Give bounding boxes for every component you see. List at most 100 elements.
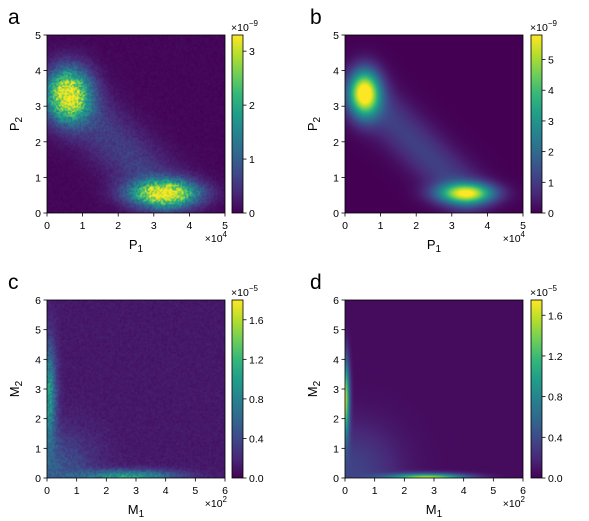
y-tick-label: 3	[35, 384, 41, 396]
y-tick-label: 4	[35, 354, 41, 366]
colorbar-tick-label: 0.0	[249, 473, 264, 485]
y-tick-label: 6	[35, 295, 41, 307]
panel-a: a 0 1 2 3 4 5 0 1 2 3 4 5 P1 P2 ×104 0 1 2 3 ×10−9	[7, 6, 258, 255]
x-multiplier: ×102	[503, 495, 526, 510]
x-multiplier: ×104	[205, 230, 228, 245]
y-tick-label: 2	[35, 137, 41, 149]
x-axis-label: M1	[128, 502, 145, 520]
panel-d: d 0 1 2 3 4 5 6 0 1 2 3 4 5 6 M1 M2 ×102 0.0 0.4 0.8 1.2 1.6 ×1…	[305, 271, 563, 520]
panel-label: c	[8, 271, 19, 294]
x-tick-label: 0	[44, 220, 50, 232]
y-tick-label: 3	[35, 101, 41, 113]
x-tick-label: 1	[80, 220, 86, 232]
heatmap-image	[345, 300, 523, 478]
y-tick-label: 2	[333, 137, 339, 149]
x-tick-label: 0	[44, 485, 50, 497]
colorbar: 0 1 2 3 4 5 ×10−9	[530, 19, 557, 220]
colorbar-gradient	[231, 34, 244, 214]
y-tick-label: 1	[35, 443, 41, 455]
x-tick-label: 5	[192, 485, 198, 497]
x-tick-label: 1	[378, 220, 384, 232]
colorbar-gradient	[530, 299, 543, 479]
plot-frame	[46, 34, 226, 214]
colorbar-tick-label: 0.4	[548, 432, 563, 444]
colorbar-tick-label: 0.8	[249, 394, 264, 406]
y-tick-label: 5	[35, 30, 41, 42]
heatmap-image	[345, 35, 523, 213]
y-tick-label: 1	[333, 172, 339, 184]
colorbar-gradient	[231, 299, 244, 479]
colorbar-tick-label: 0.8	[548, 392, 563, 404]
y-axis-label: P2	[305, 116, 323, 131]
colorbar: 0.0 0.4 0.8 1.2 1.6 ×10−5	[530, 284, 563, 485]
colorbar-multiplier: ×10−9	[231, 19, 258, 34]
y-tick-label: 1	[333, 443, 339, 455]
colorbar-tick-label: 0.0	[548, 473, 563, 485]
heatmap-image	[47, 300, 225, 478]
colorbar: 0 1 2 3 ×10−9	[231, 19, 258, 220]
colorbar-tick-label: 1.6	[249, 315, 264, 327]
y-tick-label: 5	[333, 325, 339, 337]
y-tick-label: 4	[333, 66, 339, 78]
y-tick-label: 2	[35, 414, 41, 426]
y-tick-label: 3	[333, 101, 339, 113]
plot-frame	[344, 34, 524, 214]
colorbar-tick-label: 1.2	[249, 354, 264, 366]
x-tick-label: 3	[449, 220, 455, 232]
x-tick-label: 4	[163, 485, 169, 497]
colorbar-tick-label: 3	[249, 46, 255, 58]
x-tick-label: 3	[431, 485, 437, 497]
colorbar-tick-label: 1.2	[548, 351, 563, 363]
x-tick-label: 3	[133, 485, 139, 497]
panel-label: a	[8, 6, 20, 29]
x-axis-label: M1	[426, 502, 443, 520]
y-tick-label: 1	[35, 172, 41, 184]
x-tick-label: 5	[520, 220, 526, 232]
x-axis-label: P1	[427, 237, 442, 255]
panel-label: d	[310, 271, 322, 294]
colorbar-tick-label: 2	[249, 100, 255, 112]
y-tick-label: 0	[333, 208, 339, 220]
heatmap-image	[47, 35, 225, 213]
x-tick-label: 0	[342, 485, 348, 497]
colorbar-tick-label: 0	[249, 208, 255, 220]
x-tick-label: 1	[74, 485, 80, 497]
colorbar-multiplier: ×10−9	[530, 19, 557, 34]
y-tick-label: 2	[333, 414, 339, 426]
x-tick-label: 0	[342, 220, 348, 232]
y-tick-label: 5	[333, 30, 339, 42]
y-tick-label: 0	[35, 208, 41, 220]
y-tick-label: 0	[333, 473, 339, 485]
y-axis-label: M2	[7, 380, 25, 397]
x-axis-label: P1	[129, 237, 144, 255]
colorbar-multiplier: ×10−5	[231, 284, 258, 299]
panel-b: b 0 1 2 3 4 5 0 1 2 3 4 5 P1 P2 ×104 0 1 2 3 4 5 ×10−9	[305, 6, 557, 255]
x-multiplier: ×104	[503, 230, 526, 245]
y-tick-label: 6	[333, 295, 339, 307]
colorbar-tick-label: 3	[548, 116, 554, 128]
x-tick-label: 1	[372, 485, 378, 497]
y-tick-label: 5	[35, 325, 41, 337]
colorbar-tick-label: 1	[249, 154, 255, 166]
y-tick-label: 3	[333, 384, 339, 396]
colorbar-tick-label: 1	[548, 177, 554, 189]
y-tick-label: 4	[35, 66, 41, 78]
y-tick-label: 4	[333, 354, 339, 366]
colorbar: 0.0 0.4 0.8 1.2 1.6 ×10−5	[231, 284, 264, 485]
x-tick-label: 5	[490, 485, 496, 497]
colorbar-tick-label: 2	[548, 147, 554, 159]
colorbar-tick-label: 0.4	[249, 433, 264, 445]
panel-label: b	[310, 6, 322, 29]
x-tick-label: 5	[222, 220, 228, 232]
colorbar-gradient	[530, 34, 543, 214]
x-tick-label: 2	[413, 220, 419, 232]
colorbar-multiplier: ×10−5	[530, 284, 557, 299]
colorbar-tick-label: 5	[548, 55, 554, 67]
colorbar-tick-label: 0	[548, 208, 554, 220]
x-multiplier: ×102	[205, 495, 228, 510]
colorbar-tick-label: 4	[548, 85, 554, 97]
y-axis-label: M2	[305, 380, 323, 397]
colorbar-tick-label: 1.6	[548, 310, 563, 322]
x-tick-label: 2	[115, 220, 121, 232]
